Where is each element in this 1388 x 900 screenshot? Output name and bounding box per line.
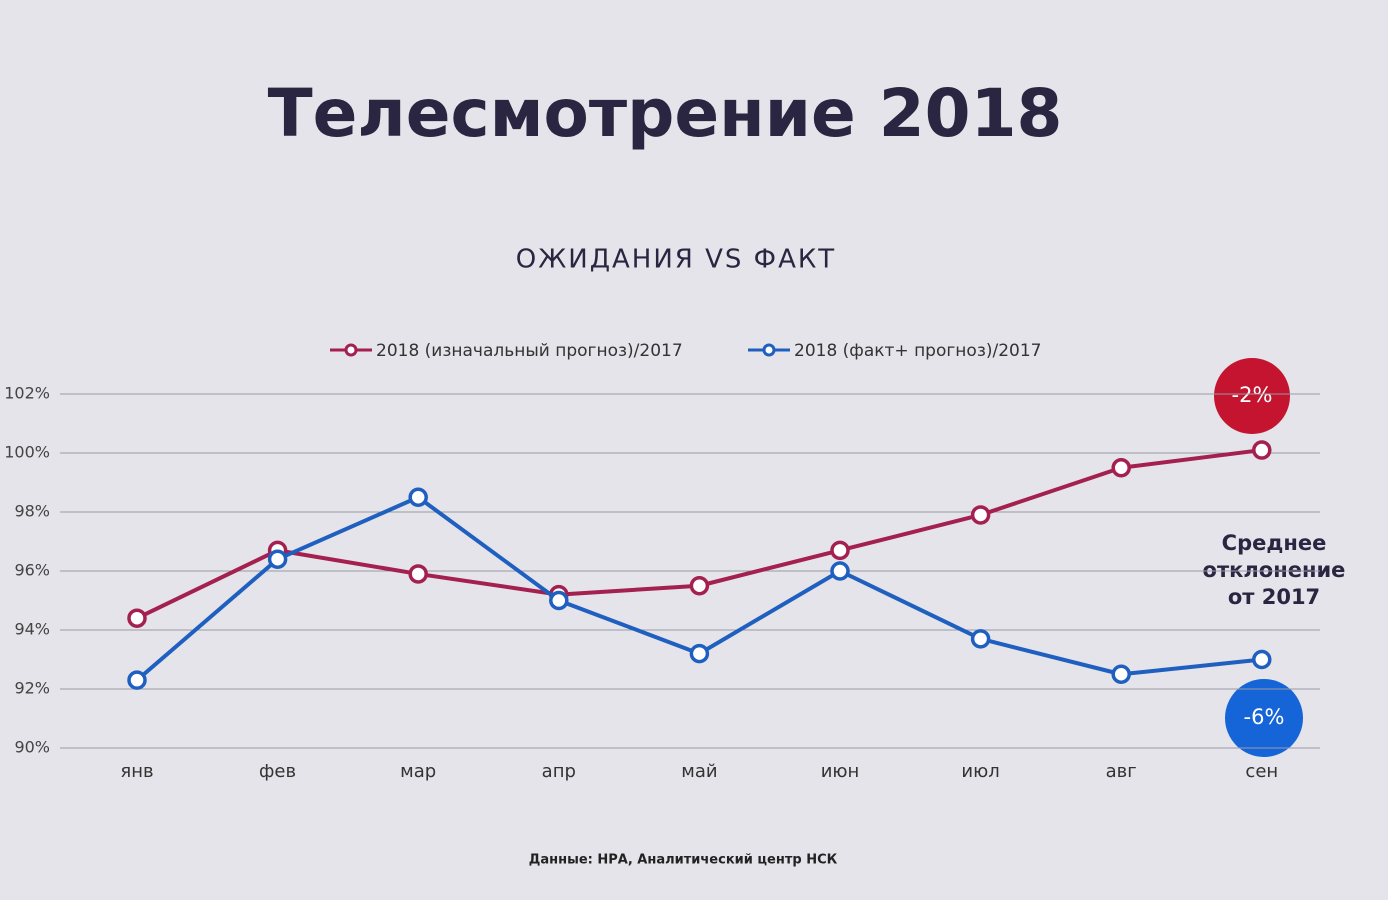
point-marker (408, 564, 428, 584)
x-tick-label: апр (542, 761, 576, 782)
y-tick-label: 92% (14, 679, 50, 698)
legend-label: 2018 (факт+ прогноз)/2017 (794, 341, 1042, 361)
badge-circle (1225, 679, 1303, 757)
annotation: -2% (1232, 383, 1273, 407)
annotation: отклонение (1203, 558, 1346, 582)
y-tick-label: 102% (4, 384, 50, 403)
point-marker (549, 590, 569, 611)
badge-circle (1214, 358, 1290, 434)
point-marker (408, 487, 428, 507)
annotation: -6% (1244, 705, 1285, 729)
chart-subtitle: ОЖИДАНИЯ VS ФАКТ (516, 245, 836, 275)
x-tick-label: янв (120, 761, 153, 782)
point-marker (127, 608, 147, 628)
x-tick-label: фев (259, 761, 296, 782)
point-marker (689, 643, 710, 664)
annotation: от 2017 (1228, 585, 1320, 609)
point-marker (1111, 458, 1131, 478)
x-tick-label: авг (1106, 761, 1137, 782)
annotation: Среднее (1222, 531, 1327, 555)
point-marker (970, 505, 991, 525)
x-tick-label: июн (821, 761, 860, 782)
x-tick-label: мар (400, 761, 436, 782)
point-marker (970, 629, 991, 649)
point-marker (689, 576, 710, 596)
point-marker (267, 549, 288, 569)
y-tick-label: 90% (14, 738, 50, 757)
chart-title: Телесмотрение 2018 (268, 75, 1063, 152)
x-tick-label: сен (1245, 761, 1278, 782)
point-marker (1252, 440, 1272, 460)
y-tick-label: 94% (14, 620, 50, 639)
point-marker (830, 561, 850, 581)
point-marker (1111, 664, 1131, 684)
y-tick-label: 98% (14, 502, 50, 521)
x-tick-label: июл (961, 761, 999, 782)
source: Данные: НРА, Аналитический центр НСК (529, 853, 838, 868)
y-tick-label: 100% (4, 443, 50, 462)
point-marker (1252, 649, 1272, 670)
y-tick-label: 96% (14, 561, 50, 580)
x-tick-label: май (681, 761, 717, 782)
point-marker (830, 540, 850, 561)
point-marker (127, 670, 147, 690)
legend-marker (762, 343, 776, 357)
legend-marker (344, 343, 358, 357)
legend-label: 2018 (изначальный прогноз)/2017 (376, 341, 683, 361)
